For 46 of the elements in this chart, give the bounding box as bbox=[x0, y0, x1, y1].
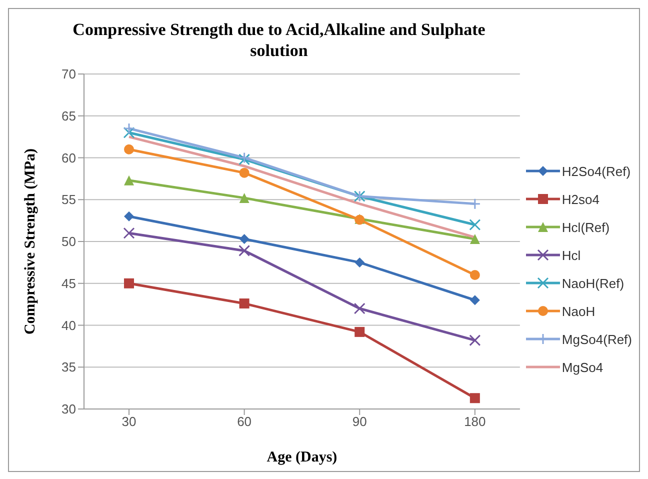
point bbox=[354, 302, 366, 314]
point bbox=[470, 393, 480, 404]
point bbox=[238, 244, 250, 256]
point bbox=[469, 219, 481, 230]
legend-label: NaoH(Ref) bbox=[562, 276, 624, 290]
x-tick-label: 90 bbox=[352, 414, 367, 430]
point bbox=[123, 227, 135, 239]
point bbox=[124, 144, 134, 154]
point bbox=[123, 126, 135, 138]
point bbox=[124, 211, 134, 222]
chart-title: Compressive Strength due to Acid,Alkaline and Sulphate solution bbox=[72, 19, 486, 61]
x-tick-label: 60 bbox=[237, 414, 252, 430]
y-tick-label: 65 bbox=[62, 108, 76, 124]
y-tick-label: 70 bbox=[62, 66, 76, 82]
point bbox=[124, 175, 134, 186]
point bbox=[469, 198, 481, 210]
x-tick-label: 30 bbox=[122, 414, 136, 430]
point bbox=[124, 278, 134, 288]
legend-label: Hcl(Ref) bbox=[562, 220, 610, 234]
point bbox=[470, 295, 480, 306]
point bbox=[354, 257, 365, 268]
legend-label: Hcl bbox=[562, 248, 581, 262]
point bbox=[470, 234, 480, 244]
y-tick-label: 40 bbox=[62, 318, 76, 333]
point bbox=[470, 270, 480, 280]
legend-label: NaoH bbox=[562, 304, 596, 318]
y-tick-label: 45 bbox=[62, 276, 76, 291]
point bbox=[354, 326, 365, 337]
point bbox=[239, 192, 250, 203]
point bbox=[469, 334, 481, 346]
x-axis-title: Age (Days) bbox=[266, 450, 338, 466]
legend-label: MgSo4(Ref) bbox=[562, 332, 632, 346]
point bbox=[123, 122, 135, 134]
y-axis-title: Compressive Strength (MPa) bbox=[22, 148, 38, 335]
legend-label: H2so4 bbox=[562, 192, 600, 206]
point bbox=[239, 234, 250, 244]
y-tick-label: 60 bbox=[62, 150, 76, 166]
y-tick-label: 50 bbox=[62, 234, 76, 250]
y-tick-label: 35 bbox=[62, 360, 76, 375]
legend-label: MgSo4 bbox=[562, 360, 604, 374]
y-tick-label: 30 bbox=[62, 402, 76, 417]
point bbox=[239, 168, 250, 178]
point bbox=[239, 298, 250, 308]
y-tick-label: 55 bbox=[62, 192, 76, 208]
x-tick-label: 180 bbox=[464, 414, 486, 430]
legend-label: H2So4(Ref) bbox=[562, 164, 631, 178]
